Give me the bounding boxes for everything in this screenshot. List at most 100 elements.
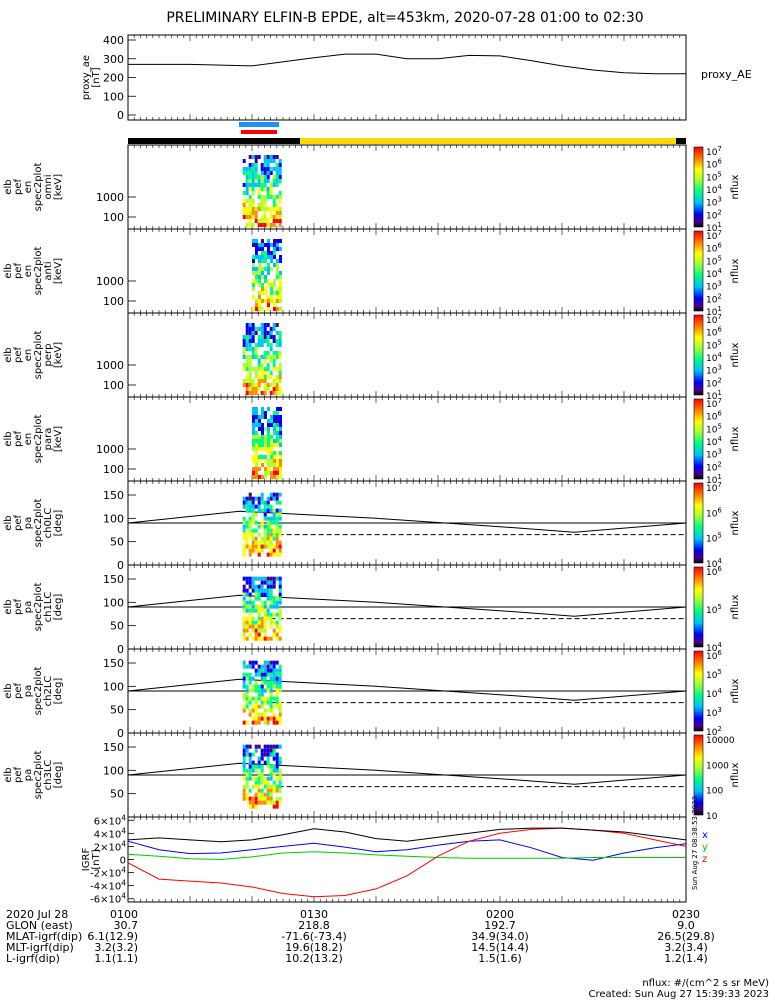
spectrogram-cell	[276, 463, 279, 467]
spectrogram-cell	[254, 536, 258, 541]
ephemeris-value: 6.1(12.9)	[87, 930, 138, 943]
spectrogram-cell	[279, 467, 282, 471]
y-tick-label: 1000	[96, 443, 124, 456]
spectrogram-cell	[272, 508, 276, 513]
spectrogram-cell	[261, 439, 264, 443]
spectrogram-cell	[254, 636, 258, 641]
spectrogram-cell	[258, 307, 261, 311]
panel-ylabel: spec2plot	[33, 415, 44, 464]
y-tick-label: 0	[120, 856, 126, 867]
colorbar-tick-label: 107	[706, 313, 722, 326]
spectrogram-cell	[255, 443, 258, 447]
spectrogram-cell	[251, 752, 255, 757]
spectrogram-cell	[279, 287, 282, 291]
spectrogram-cell	[275, 195, 279, 199]
spectrogram-cell	[245, 379, 249, 383]
spectrogram-cell	[257, 504, 261, 509]
spectrogram-cell	[278, 195, 282, 199]
y-tick-label: 300	[103, 53, 124, 66]
spectrogram-cell	[270, 459, 273, 463]
spectrogram-cell	[257, 175, 261, 179]
y-tick-label: 0	[117, 109, 124, 122]
spectrogram-cell	[261, 275, 264, 279]
spectrogram-cell	[263, 544, 267, 549]
spectrogram-cell	[266, 363, 270, 367]
spectrogram-cell	[278, 375, 282, 379]
spectrogram-cell	[269, 772, 273, 777]
spectrogram-cell	[258, 275, 261, 279]
spectrogram-cell	[269, 684, 273, 689]
spectrogram-cell	[275, 540, 279, 545]
spectrogram-cell	[272, 788, 276, 793]
panel-ylabel: [deg]	[53, 762, 64, 789]
spectrogram-cell	[251, 199, 255, 203]
spectrogram-cell	[242, 343, 246, 347]
spectrogram-cell	[272, 664, 276, 669]
spectrogram-cell	[242, 744, 246, 749]
spectrogram-cell	[269, 331, 273, 335]
spectrogram-cell	[252, 467, 255, 471]
spectrogram-cell	[260, 219, 264, 223]
spectrogram-cell	[270, 243, 273, 247]
ephemeris-value: 3.2(3.2)	[94, 941, 138, 954]
spectrogram-cell	[278, 544, 282, 549]
spectrogram-cell	[242, 784, 246, 789]
spectrogram-cell	[269, 592, 273, 597]
spectrogram-cell	[245, 327, 249, 331]
spectrogram-cell	[272, 768, 276, 773]
spectrogram-cell	[266, 339, 270, 343]
spectrogram-cell	[269, 159, 273, 163]
spectrogram-cell	[255, 271, 258, 275]
y-tick-label: 6×104	[94, 813, 126, 827]
spectrogram-cell	[260, 716, 264, 721]
spectrogram-cell	[255, 423, 258, 427]
spectrogram-cell	[260, 692, 264, 697]
spectrogram-cell	[257, 339, 261, 343]
spectrogram-cell	[254, 620, 258, 625]
spectrogram-cell	[263, 199, 267, 203]
spectrogram-cell	[269, 207, 273, 211]
spectrogram-cell	[263, 223, 267, 227]
spectrogram-cell	[263, 720, 267, 725]
spectrogram-cell	[275, 183, 279, 187]
spectrogram-cell	[254, 584, 258, 589]
spectrogram-cell	[257, 764, 261, 769]
footer-note: nflux: #/(cm^2 s sr MeV)	[642, 978, 769, 989]
colorbar-tick-label: 106	[706, 326, 722, 339]
spectrogram-cell	[248, 776, 252, 781]
spectrogram-cell	[267, 463, 270, 467]
spectrogram-cell	[263, 636, 267, 641]
spectrogram-cell	[266, 520, 270, 525]
spectrogram-cell	[263, 532, 267, 537]
spectrogram-cell	[254, 548, 258, 553]
spectrogram-cell	[258, 259, 261, 263]
spectrogram-cell	[266, 207, 270, 211]
y-tick-label: 100	[103, 512, 124, 525]
spectrogram-cell	[273, 475, 276, 479]
spectrogram-cell	[276, 247, 279, 251]
spectrogram-cell	[245, 684, 249, 689]
spectrogram-cell	[276, 275, 279, 279]
spectrogram-cell	[248, 331, 252, 335]
spectrogram-cell	[266, 163, 270, 167]
spectrogram-cell	[272, 327, 276, 331]
spectrogram-cell	[248, 696, 252, 701]
spectrogram-cell	[278, 500, 282, 505]
spectrogram-cell	[248, 335, 252, 339]
spectrogram-cell	[258, 435, 261, 439]
spectrogram-cell	[260, 688, 264, 693]
ephemeris-row-label: GLON (east)	[6, 919, 73, 932]
spectrogram-cell	[248, 496, 252, 501]
spectrogram-cell	[272, 199, 276, 203]
y-tick-label: 100	[103, 764, 124, 777]
spectrogram-cell	[245, 672, 249, 677]
spectrogram-cell	[270, 255, 273, 259]
spectrogram-cell	[257, 540, 261, 545]
spectrogram-cell	[245, 784, 249, 789]
spectrogram-cell	[275, 179, 279, 183]
spectrogram-cell	[251, 616, 255, 621]
spectrogram-cell	[266, 323, 270, 327]
spectrogram-cell	[245, 780, 249, 785]
spectrogram-cell	[269, 383, 273, 387]
panel-ylabel: [keV]	[53, 258, 64, 284]
